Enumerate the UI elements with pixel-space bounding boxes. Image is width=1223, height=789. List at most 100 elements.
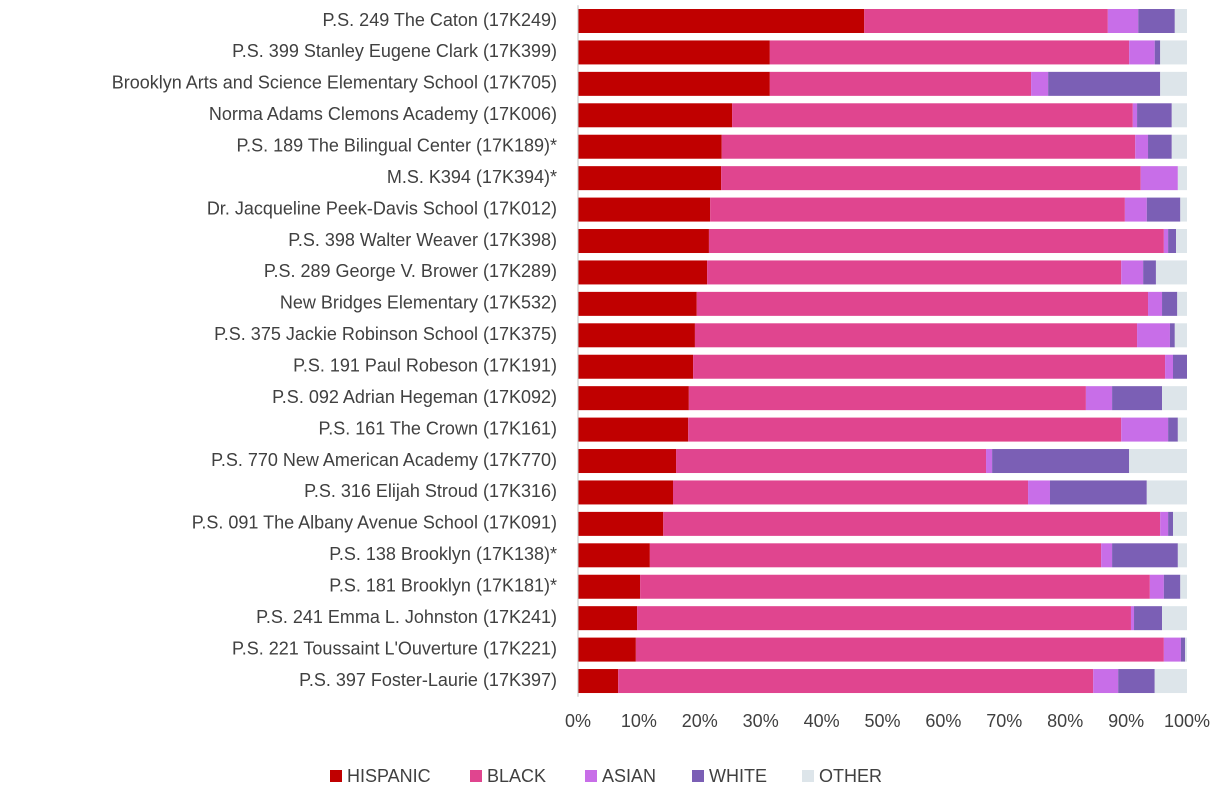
x-tick-label: 80% [1047, 711, 1083, 731]
legend-label: ASIAN [602, 766, 656, 786]
bar-segment [1177, 543, 1187, 568]
bar-segment [1160, 511, 1169, 536]
x-tick-label: 0% [565, 711, 591, 731]
bar-segment [635, 637, 1164, 662]
bar-segment [1132, 103, 1138, 128]
y-tick-label: P.S. 375 Jackie Robinson School (17K375) [214, 324, 557, 344]
bar-segment [578, 574, 641, 599]
bar-segment [1171, 103, 1187, 128]
bar-segment [1168, 417, 1178, 442]
bar-segment [688, 386, 1086, 411]
legend-label: HISPANIC [347, 766, 431, 786]
legend-swatch [330, 770, 342, 782]
bar-segment [649, 543, 1102, 568]
bar-segment [1172, 511, 1187, 536]
bar-segment [1031, 71, 1049, 96]
bar-segment [1112, 386, 1163, 411]
bar-segment [578, 637, 636, 662]
legend-swatch [585, 770, 597, 782]
bar-segment [673, 480, 1029, 505]
x-tick-label: 20% [682, 711, 718, 731]
bar-segment [1124, 197, 1147, 222]
bar-segment [1174, 323, 1187, 348]
bar-segment [1172, 354, 1187, 379]
legend-label: BLACK [487, 766, 546, 786]
bar-segment [578, 229, 709, 254]
bar-segment [1177, 291, 1187, 316]
bar-segment [578, 417, 689, 442]
y-tick-label: Norma Adams Clemons Academy (17K006) [209, 104, 557, 124]
y-tick-label: P.S. 399 Stanley Eugene Clark (17K399) [232, 41, 557, 61]
bar-segment [1118, 669, 1155, 694]
x-tick-label: 10% [621, 711, 657, 731]
y-tick-label: M.S. K394 (17K394)* [387, 167, 557, 187]
y-tick-label: P.S. 249 The Caton (17K249) [322, 10, 557, 30]
bar-segment [637, 606, 1131, 631]
bar-segment [578, 606, 638, 631]
bar-segment [578, 291, 697, 316]
legend-swatch [470, 770, 482, 782]
bar-segment [578, 323, 695, 348]
bar-segment [1138, 9, 1175, 33]
y-tick-label: P.S. 221 Toussaint L'Ouverture (17K221) [232, 638, 557, 658]
bar-segment [1162, 291, 1178, 316]
bar-segment [578, 40, 770, 65]
y-tick-label: P.S. 316 Elijah Stroud (17K316) [304, 481, 557, 501]
y-tick-label: P.S. 181 Brooklyn (17K181)* [329, 575, 557, 595]
bar-segment [1129, 449, 1187, 474]
y-tick-label: Dr. Jacqueline Peek-Davis School (17K012… [207, 198, 557, 218]
bar-segment [769, 40, 1130, 65]
bar-segment [732, 103, 1133, 128]
bar-segment [708, 229, 1164, 254]
x-tick-label: 30% [743, 711, 779, 731]
bar-segment [1163, 637, 1181, 662]
bar-segment [1140, 166, 1178, 191]
y-tick-label: P.S. 398 Walter Weaver (17K398) [288, 230, 557, 250]
bar-segment [663, 511, 1161, 536]
bar-segment [1177, 417, 1187, 442]
bar-segment [1048, 71, 1161, 96]
bar-segment [1129, 40, 1155, 65]
bar-segment [578, 9, 865, 33]
bar-segment [707, 260, 1122, 285]
bar-segment [578, 103, 733, 128]
bar-segment [992, 449, 1130, 474]
bar-segment [578, 166, 722, 191]
bar-segment [1169, 323, 1175, 348]
y-tick-label: P.S. 092 Adrian Hegeman (17K092) [272, 387, 557, 407]
bar-segment [1185, 637, 1187, 662]
bar-segment [1168, 511, 1173, 536]
y-tick-label: P.S. 189 The Bilingual Center (17K189)* [236, 135, 557, 155]
bar-segment [694, 323, 1138, 348]
y-tick-label: Brooklyn Arts and Science Elementary Sch… [112, 73, 557, 93]
bar-segment [578, 480, 674, 505]
bar-segment [1146, 480, 1187, 505]
bar-segment [1085, 386, 1113, 411]
y-tick-label: P.S. 138 Brooklyn (17K138)* [329, 544, 557, 564]
bar-segment [1155, 260, 1187, 285]
bar-segment [578, 71, 770, 96]
bar-segment [1121, 417, 1169, 442]
bar-segment [578, 260, 708, 285]
bar-segment [1112, 543, 1178, 568]
bar-segment [1093, 669, 1119, 694]
bar-segment [1107, 9, 1139, 33]
bar-segment [578, 386, 689, 411]
bar-segment [986, 449, 993, 474]
bar-segment [1149, 574, 1164, 599]
bar-segment [618, 669, 1094, 694]
bar-segment [1137, 323, 1170, 348]
bar-segment [1130, 606, 1135, 631]
bar-segment [721, 166, 1141, 191]
bar-segment [578, 449, 677, 474]
bar-segment [1137, 103, 1172, 128]
y-tick-label: P.S. 091 The Albany Avenue School (17K09… [192, 513, 557, 533]
bar-segment [1165, 354, 1173, 379]
bar-segment [1163, 229, 1169, 254]
y-tick-label: P.S. 241 Emma L. Johnston (17K241) [256, 607, 557, 627]
bar-segment [769, 71, 1032, 96]
bar-segment [578, 134, 722, 159]
bar-segment [696, 291, 1149, 316]
bar-segment [1101, 543, 1113, 568]
bar-segment [721, 134, 1136, 159]
